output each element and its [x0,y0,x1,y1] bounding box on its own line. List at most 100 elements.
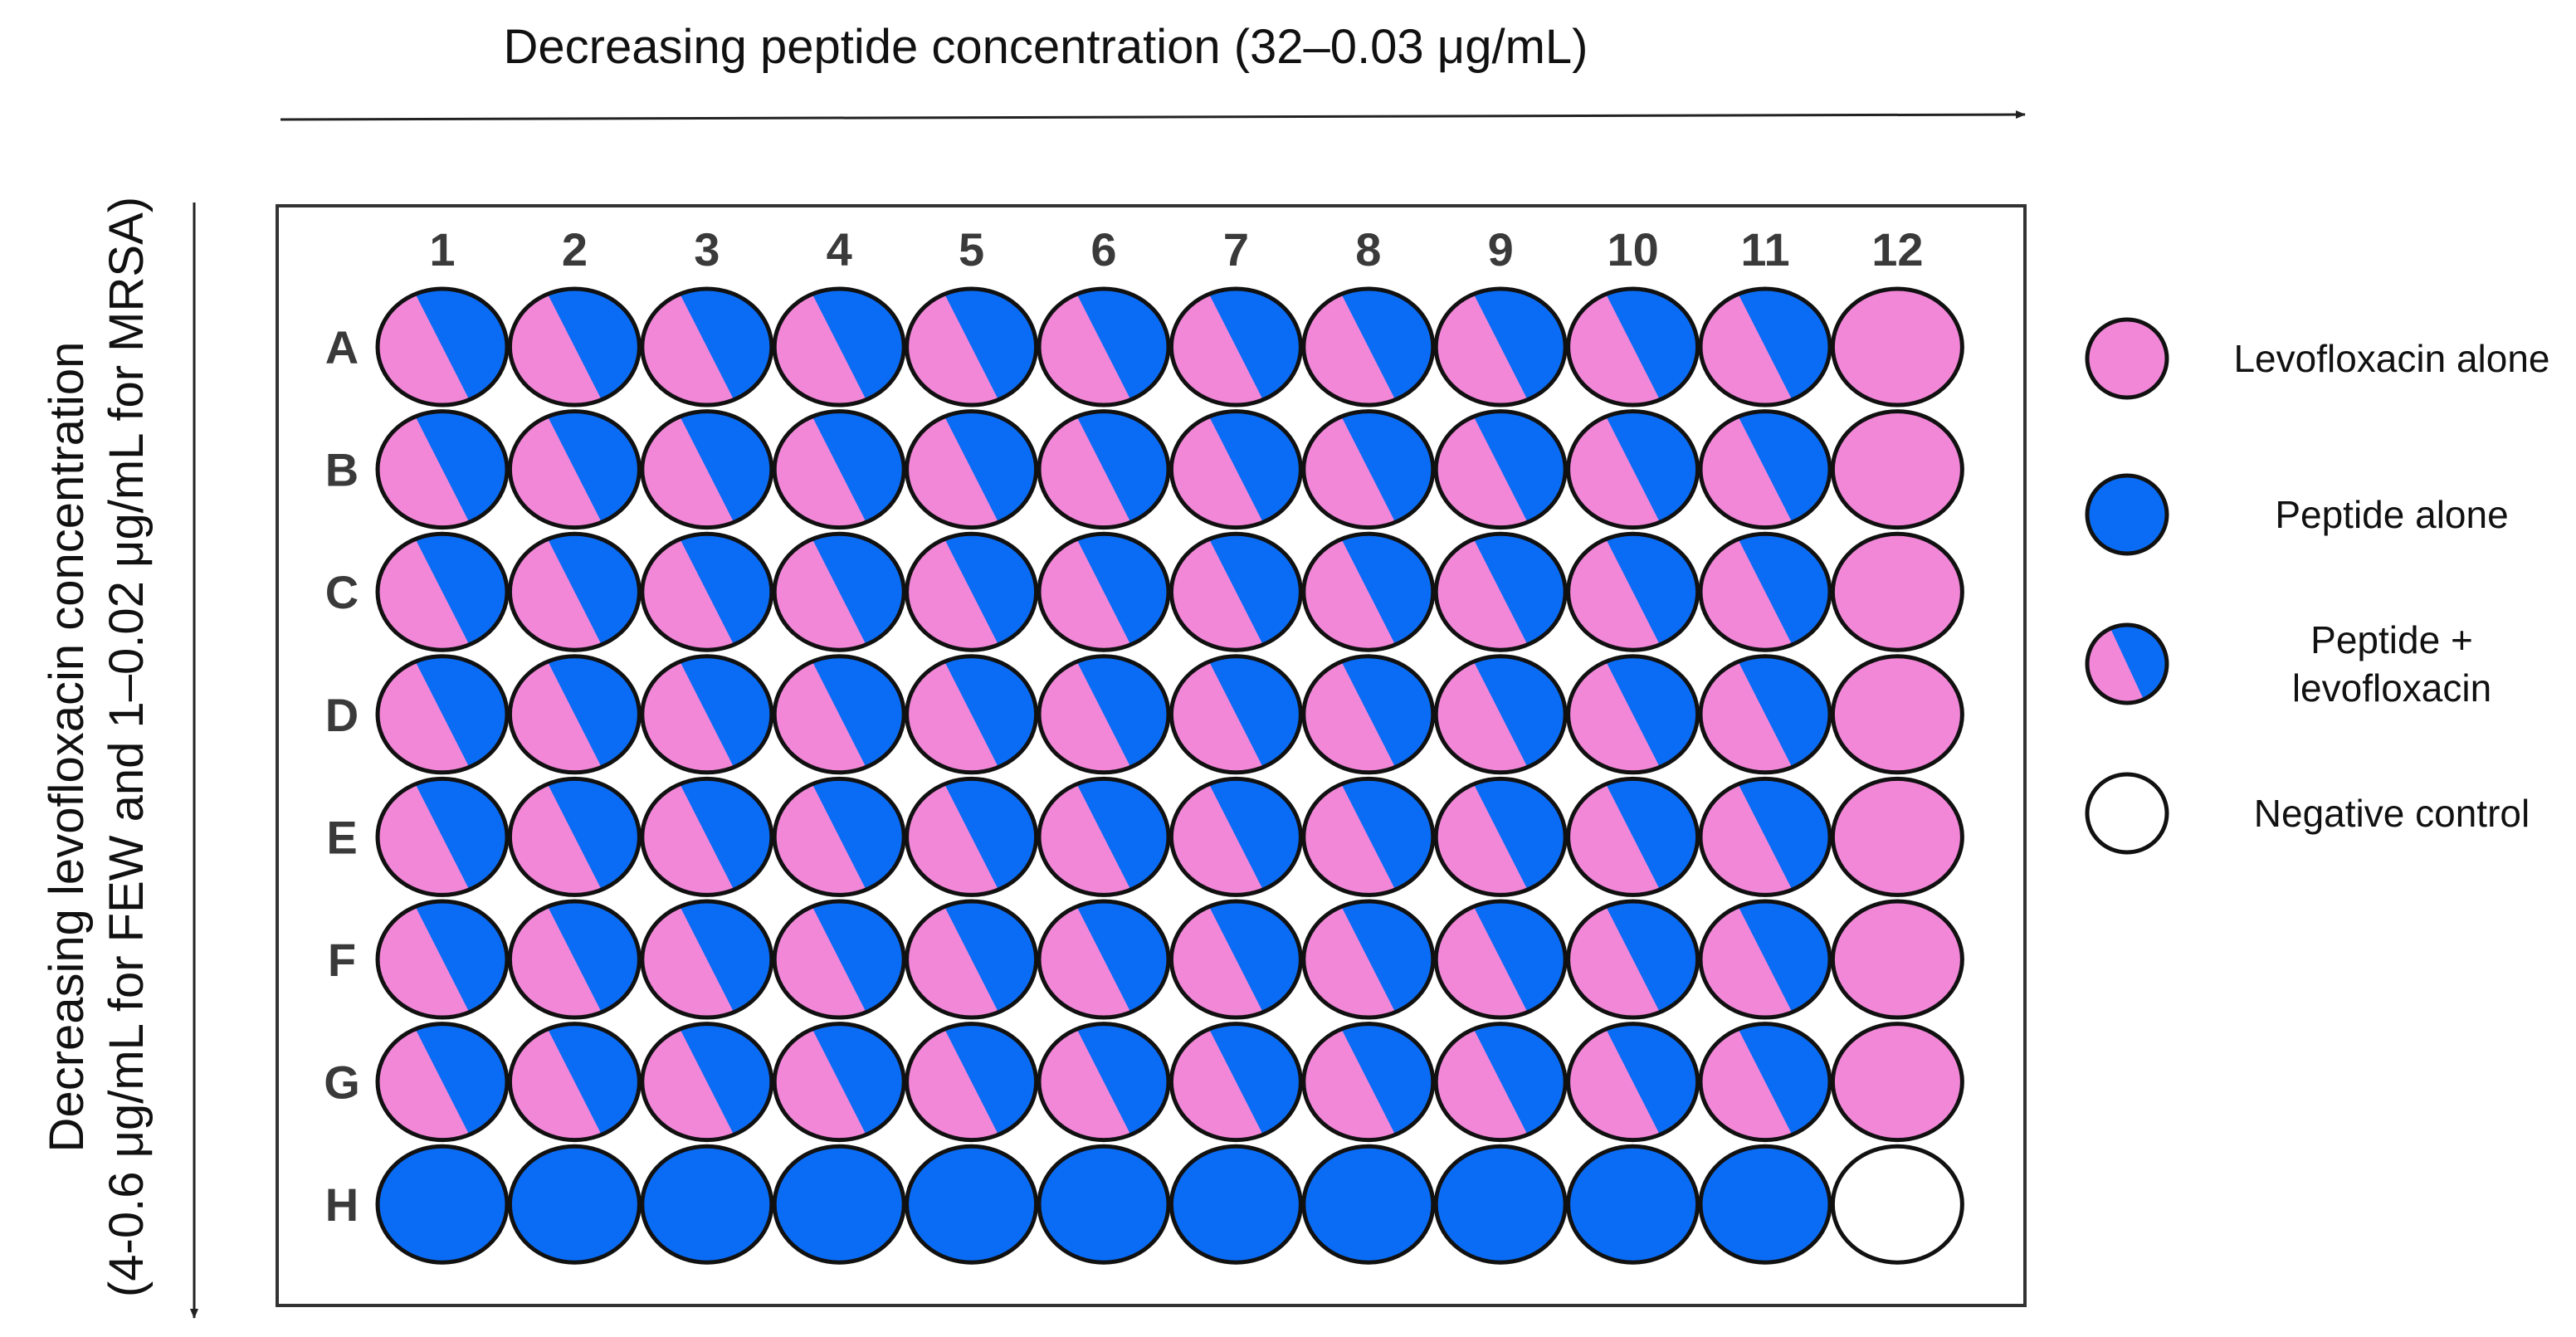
well-E9-combo [1433,776,1568,897]
well-E6-combo [1037,776,1171,897]
legend-label: Negative control [2254,792,2530,835]
levofloxacin-gradient-label-line2: (4-0.6 μg/mL for FEW and 1–0.02 μg/mL fo… [100,197,154,1297]
well-E11-combo [1698,776,1832,897]
well-C3-combo [640,531,774,652]
well-B6-combo [1037,409,1171,530]
well-G10-combo [1566,1022,1700,1143]
well-C6-combo [1037,531,1171,652]
column-label: 3 [694,223,720,276]
well-E10-combo [1566,776,1700,897]
well-B4-combo [772,409,906,530]
well-B5-combo [905,409,1039,530]
well-H9-peptide [1433,1144,1568,1265]
column-label: 11 [1740,223,1789,276]
legend-swatch-negative [2085,772,2169,855]
well-A6-combo [1037,286,1171,407]
well-C10-combo [1566,531,1700,652]
well-C4-combo [772,531,906,652]
well-A5-combo [905,286,1039,407]
well-B2-combo [507,409,642,530]
column-label: 7 [1223,223,1249,276]
well-F1-combo [375,899,510,1020]
well-H4-peptide [772,1144,906,1265]
well-B8-combo [1301,409,1436,530]
well-B3-combo [640,409,774,530]
well-E2-combo [507,776,642,897]
well-E1-combo [375,776,510,897]
well-G3-combo [640,1022,774,1143]
well-A12-levo [1830,286,1964,407]
well-H3-peptide [640,1144,774,1265]
well-A7-combo [1168,286,1303,407]
well-G5-combo [905,1022,1039,1143]
legend-item-levo: Levofloxacin alone [2085,317,2550,400]
well-D1-combo [375,654,510,775]
legend-label: Peptide alone [2275,493,2508,536]
well-A11-combo [1698,286,1832,407]
column-label: 12 [1871,223,1923,276]
well-E7-combo [1168,776,1303,897]
well-D9-combo [1433,654,1568,775]
well-A1-combo [375,286,510,407]
well-E12-levo [1830,776,1964,897]
well-D10-combo [1566,654,1700,775]
well-H1-peptide [375,1144,510,1265]
legend-label: Levofloxacin alone [2233,337,2549,380]
well-D7-combo [1168,654,1303,775]
well-H5-peptide [905,1144,1039,1265]
legend-item-negative: Negative control [2085,772,2530,855]
well-E4-combo [772,776,906,897]
column-label: 4 [827,223,852,276]
well-F7-combo [1168,899,1303,1020]
well-B11-combo [1698,409,1832,530]
column-label: 2 [562,223,588,276]
well-B7-combo [1168,409,1303,530]
well-D6-combo [1037,654,1171,775]
well-H10-peptide [1566,1144,1700,1265]
row-label: D [325,689,359,741]
column-label: 5 [959,223,984,276]
legend-swatch-levo [2085,317,2169,400]
peptide-gradient-label: Decreasing peptide concentration (32–0.0… [504,20,1588,74]
well-H12-negative [1830,1144,1964,1265]
well-F10-combo [1566,899,1700,1020]
well-E3-combo [640,776,774,897]
well-H7-peptide [1168,1144,1303,1265]
well-F3-combo [640,899,774,1020]
row-label: B [325,444,359,496]
well-D4-combo [772,654,906,775]
well-H11-peptide [1698,1144,1832,1265]
well-E8-combo [1301,776,1436,897]
legend-label: levofloxacin [2292,666,2491,710]
well-A4-combo [772,286,906,407]
well-G2-combo [507,1022,642,1143]
legend-item-combo: Peptide + levofloxacin [2085,618,2491,710]
well-A2-combo [507,286,642,407]
well-G12-levo [1830,1022,1964,1143]
column-label: 6 [1090,223,1116,276]
well-F2-combo [507,899,642,1020]
well-C8-combo [1301,531,1436,652]
well-F4-combo [772,899,906,1020]
column-label: 8 [1355,223,1381,276]
well-G7-combo [1168,1022,1303,1143]
well-D2-combo [507,654,642,775]
row-label: C [325,566,359,618]
well-C7-combo [1168,531,1303,652]
row-label: A [325,321,359,373]
well-G4-combo [772,1022,906,1143]
legend-label: Peptide + [2310,618,2473,661]
well-H6-peptide [1037,1144,1171,1265]
well-C9-combo [1433,531,1568,652]
well-C11-combo [1698,531,1832,652]
legend-swatch-combo [2085,622,2169,705]
well-D5-combo [905,654,1039,775]
well-C5-combo [905,531,1039,652]
well-H2-peptide [507,1144,642,1265]
well-A3-combo [640,286,774,407]
well-F9-combo [1433,899,1568,1020]
well-B12-levo [1830,409,1964,530]
well-E5-combo [905,776,1039,897]
column-label: 9 [1488,223,1514,276]
row-label: H [325,1178,359,1231]
